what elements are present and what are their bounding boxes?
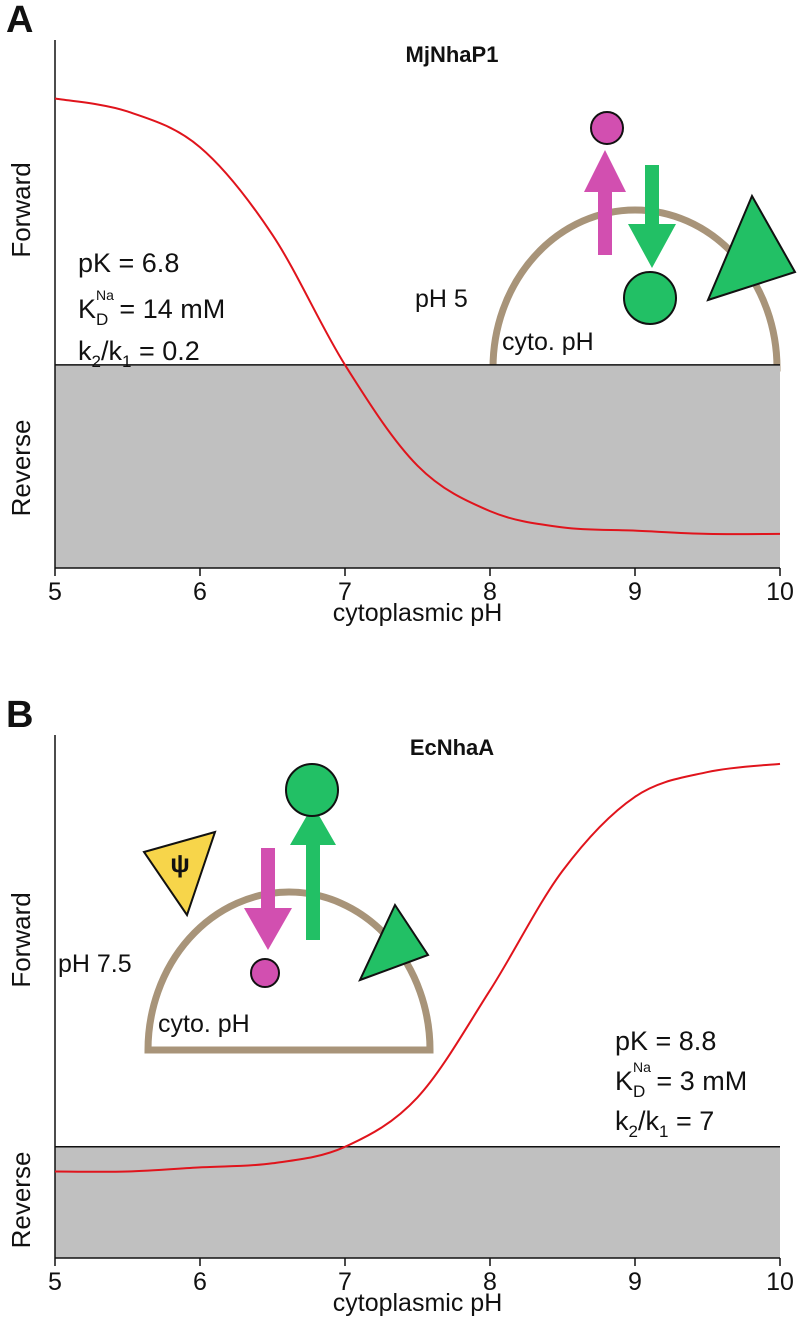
x-tick-label: 6 xyxy=(193,578,207,606)
annotation: Na xyxy=(633,1059,651,1075)
diagram-b xyxy=(142,763,434,1054)
x-tick-label: 8 xyxy=(483,578,497,606)
annotation: pK = 8.8 xyxy=(615,1026,716,1056)
x-tick-label: 10 xyxy=(766,1268,794,1296)
y-axis-label: Reverse xyxy=(6,1152,36,1249)
annotation: 2 xyxy=(629,1122,638,1141)
annotation: = 0.2 xyxy=(131,336,199,366)
ion xyxy=(590,111,624,145)
diagram-label: cyto. pH xyxy=(502,328,594,356)
annotation: = 7 xyxy=(668,1106,714,1136)
annotation: K xyxy=(615,1066,633,1096)
annotation: = 14 mM xyxy=(112,294,225,324)
x-tick-label: 6 xyxy=(193,1268,207,1296)
annotation: D xyxy=(96,310,108,329)
diagram-label: pH 7.5 xyxy=(58,950,132,978)
x-tick-label: 5 xyxy=(48,1268,62,1296)
annotation: /k xyxy=(638,1106,660,1136)
annotation: /k xyxy=(101,336,123,366)
panel-title: EcNhaA xyxy=(410,735,494,760)
x-tick-label: 7 xyxy=(338,1268,352,1296)
y-axis-label: Reverse xyxy=(6,420,36,517)
diagram-label: cyto. pH xyxy=(158,1010,250,1038)
annotation: k xyxy=(615,1106,629,1136)
x-tick-label: 9 xyxy=(628,578,642,606)
arrow-down xyxy=(244,848,292,950)
curve xyxy=(54,762,781,1173)
annotation: 2 xyxy=(92,352,101,371)
x-axis-label: cytoplasmic pH xyxy=(333,599,503,627)
cell xyxy=(144,888,434,1054)
x-tick-label: 8 xyxy=(483,1268,497,1296)
arrow-up xyxy=(584,150,626,255)
x-tick-label: 10 xyxy=(766,578,794,606)
panel-letter: A xyxy=(6,0,33,41)
annotation: D xyxy=(633,1082,645,1101)
annotation: Na xyxy=(96,287,114,303)
x-tick-label: 7 xyxy=(338,578,352,606)
annotation: pK = 6.8 xyxy=(78,248,179,278)
diagram-label: ψ xyxy=(170,848,190,878)
transporter xyxy=(706,193,797,302)
x-tick-label: 9 xyxy=(628,1268,642,1296)
arrow-up xyxy=(290,805,336,940)
arrow-down xyxy=(628,165,676,268)
ion xyxy=(250,958,280,988)
annotation: 1 xyxy=(659,1122,668,1141)
y-axis-label: Forward xyxy=(6,162,36,257)
annotation: k xyxy=(78,336,92,366)
ion xyxy=(285,763,339,817)
panel-letter: B xyxy=(6,694,33,736)
annotation: K xyxy=(78,294,96,324)
annotation: 1 xyxy=(122,352,131,371)
y-axis-label: Forward xyxy=(6,892,36,987)
diagram-a xyxy=(489,111,797,372)
panel-title: MjNhaP1 xyxy=(406,42,499,67)
curve xyxy=(54,97,781,536)
x-tick-label: 5 xyxy=(48,578,62,606)
reverse-region xyxy=(55,1146,780,1258)
x-axis-label: cytoplasmic pH xyxy=(333,1289,503,1317)
annotation: = 3 mM xyxy=(649,1066,747,1096)
potential xyxy=(142,830,217,918)
transporter xyxy=(358,902,430,982)
ion xyxy=(623,271,677,325)
diagram-label: pH 5 xyxy=(415,285,468,313)
